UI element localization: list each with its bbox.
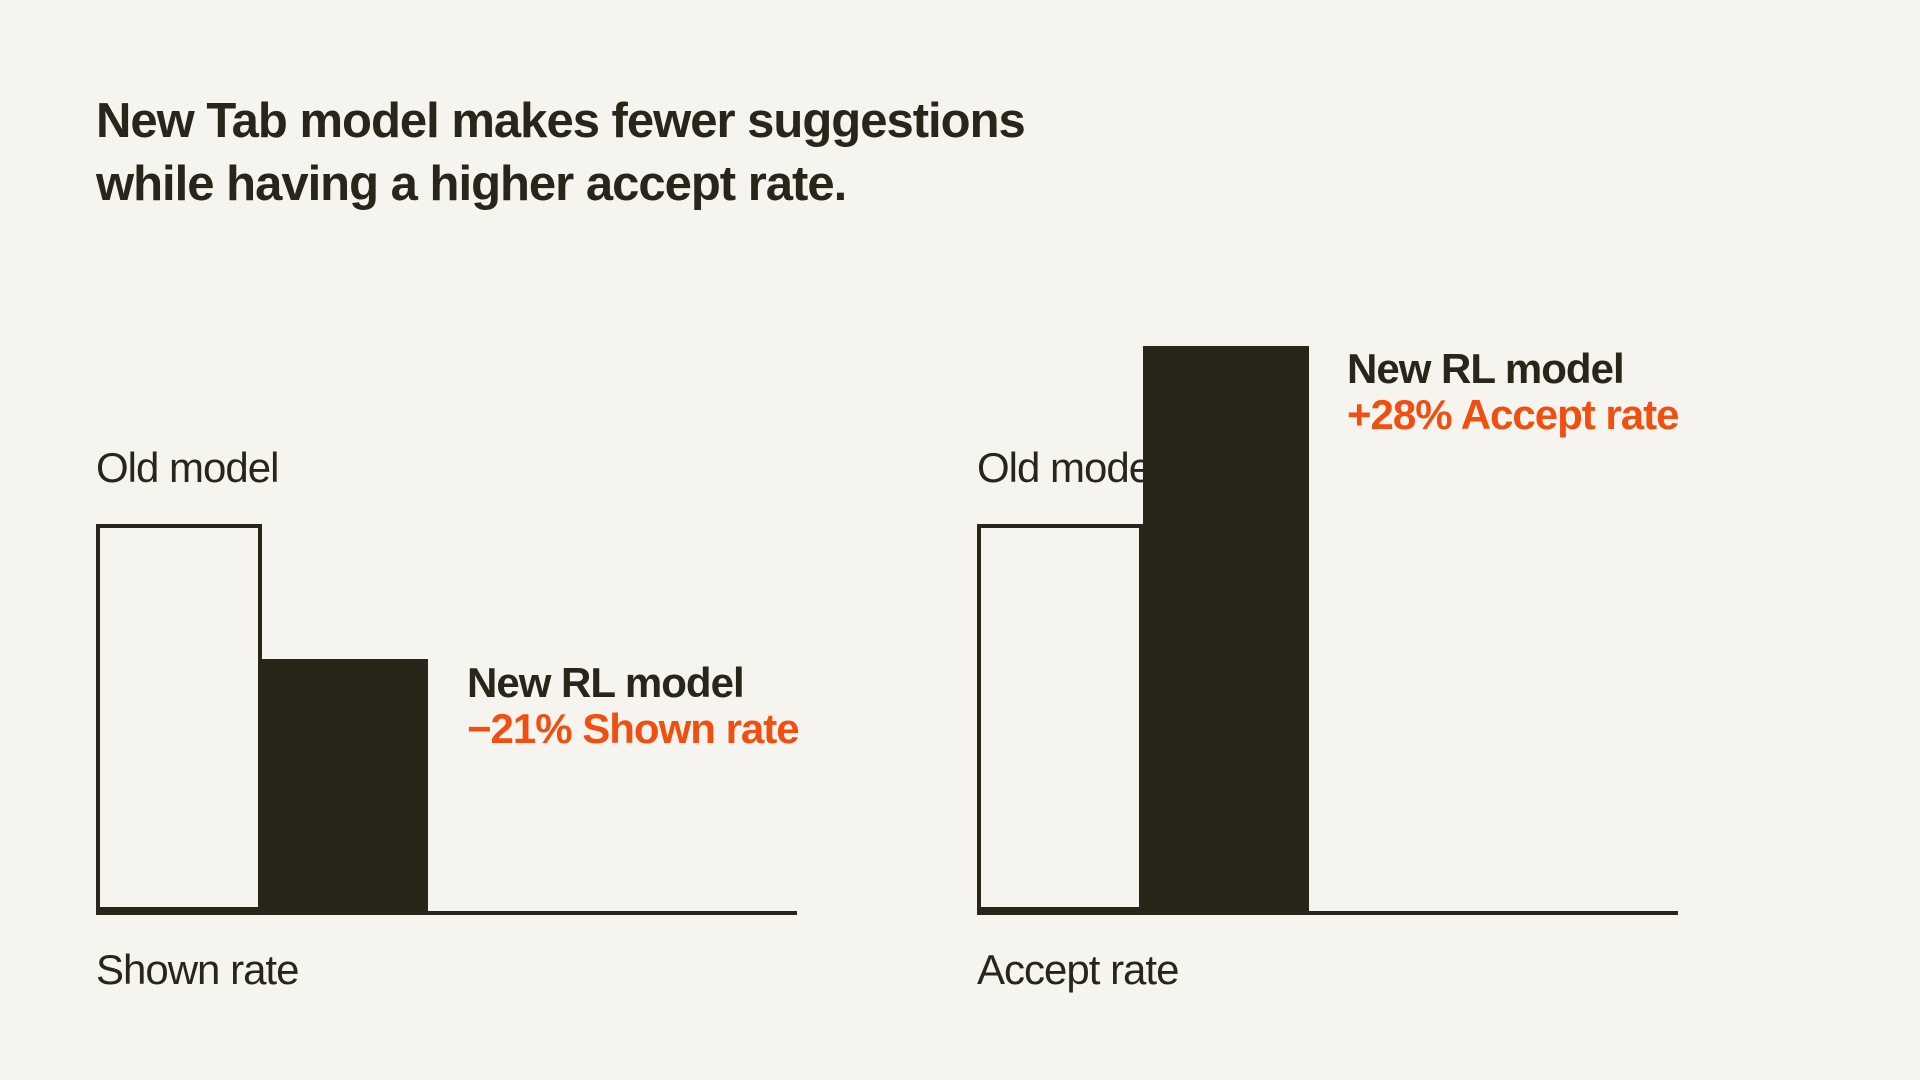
accept-rate-plot-area — [977, 345, 1678, 911]
x-axis-label-accept-rate: Accept rate — [977, 946, 1179, 993]
new-rl-model-bar — [262, 659, 428, 911]
old-model-label: Old model — [96, 444, 279, 491]
chart-title: New Tab model makes fewer suggestions wh… — [96, 90, 1026, 216]
new-rl-model-bar — [1143, 346, 1309, 911]
annotation-model-name: New RL model — [467, 659, 745, 706]
chart-title-line2: while having a higher accept rate. — [96, 157, 847, 211]
x-axis-label-shown-rate: Shown rate — [96, 946, 299, 993]
annotation-delta-value: +28% Accept rate — [1347, 391, 1679, 438]
shown-rate-chart: Old model Shown rate — [96, 345, 797, 1025]
x-axis-line — [96, 911, 797, 915]
old-model-bar — [977, 524, 1143, 911]
chart-title-line1: New Tab model makes fewer suggestions — [96, 94, 1026, 148]
old-model-bar — [96, 524, 262, 911]
new-rl-model-annotation-shown: New RL model −21% Shown rate — [467, 659, 800, 752]
new-rl-model-annotation-accept: New RL model +28% Accept rate — [1347, 345, 1679, 438]
annotation-model-name: New RL model — [1347, 345, 1625, 392]
annotation-delta-value: −21% Shown rate — [467, 705, 800, 752]
shown-rate-plot-area — [96, 345, 797, 911]
x-axis-line — [977, 911, 1678, 915]
accept-rate-chart: Old model Accept rate — [977, 345, 1678, 1025]
old-model-label: Old model — [977, 444, 1160, 491]
